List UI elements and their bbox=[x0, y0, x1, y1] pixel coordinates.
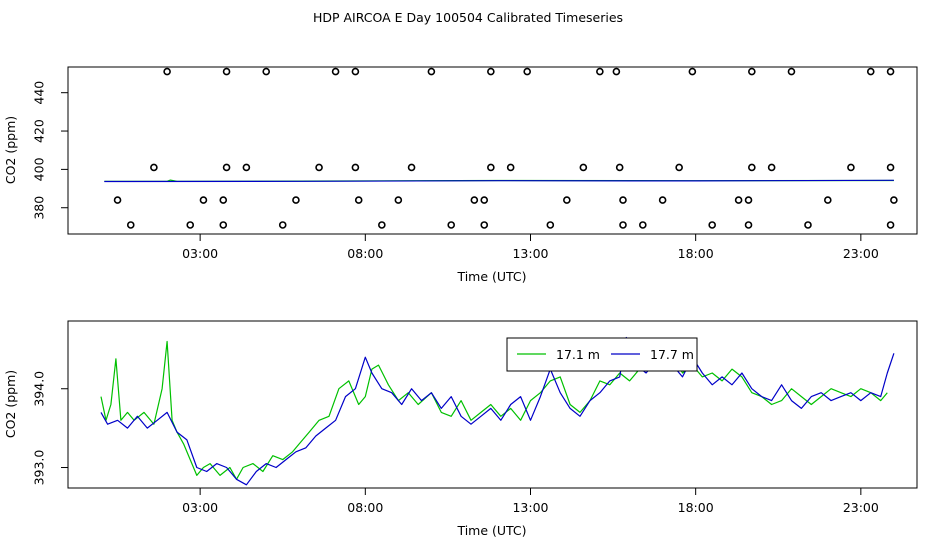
y-axis-bottom: 393.0 394.0 bbox=[32, 371, 68, 486]
series-lines-bottom bbox=[100, 336, 895, 486]
y-tick-label: 394.0 bbox=[32, 371, 47, 407]
x-tick-label: 08:00 bbox=[347, 500, 383, 515]
calibration-point bbox=[487, 163, 495, 172]
calibration-point bbox=[407, 163, 416, 172]
chart-title: HDP AIRCOA E Day 100504 Calibrated Times… bbox=[313, 10, 623, 25]
x-tick-label: 08:00 bbox=[347, 246, 383, 261]
calibration-point bbox=[315, 163, 323, 172]
x-tick-label: 23:00 bbox=[843, 500, 879, 515]
y-tick-label: 380 bbox=[32, 196, 47, 220]
calibration-point bbox=[734, 196, 743, 204]
calibration-point bbox=[748, 67, 756, 76]
calibration-point bbox=[186, 221, 195, 229]
x-tick-label: 13:00 bbox=[512, 500, 548, 515]
calibration-point bbox=[658, 196, 667, 204]
series-lines-top bbox=[104, 179, 894, 183]
calibration-point bbox=[150, 163, 158, 172]
legend-label-17-7m: 17.7 m bbox=[650, 347, 694, 362]
y-tick-label: 400 bbox=[32, 157, 47, 181]
series-line-green bbox=[100, 340, 888, 480]
calibration-point bbox=[351, 163, 360, 172]
calibration-point bbox=[847, 163, 855, 172]
x-tick-label: 03:00 bbox=[182, 500, 218, 515]
calibration-point bbox=[546, 221, 555, 229]
calibration-point bbox=[688, 67, 697, 76]
calibration-point bbox=[523, 67, 531, 76]
calibration-point bbox=[612, 67, 621, 76]
calibration-point bbox=[163, 67, 171, 76]
calibration-point bbox=[619, 196, 627, 204]
calibration-point bbox=[470, 196, 479, 204]
x-axis-bottom: 03:00 08:00 13:00 18:00 23:00 bbox=[182, 488, 879, 515]
calibration-point bbox=[506, 163, 515, 172]
calibration-point bbox=[427, 67, 436, 76]
calibration-point bbox=[886, 221, 895, 229]
calibration-point bbox=[278, 221, 287, 229]
calibration-point bbox=[199, 196, 208, 204]
calibration-point bbox=[866, 67, 875, 76]
calibration-point bbox=[222, 163, 231, 172]
x-axis-label-bottom: Time (UTC) bbox=[456, 523, 526, 538]
calibration-point bbox=[596, 67, 604, 76]
calibration-point bbox=[708, 221, 716, 229]
calibration-point bbox=[242, 163, 251, 172]
calibration-point bbox=[262, 67, 271, 76]
calibration-point bbox=[487, 67, 495, 76]
y-axis-label-bottom: CO2 (ppm) bbox=[3, 370, 18, 438]
calibration-point bbox=[292, 196, 300, 204]
calibration-point bbox=[447, 221, 456, 229]
x-axis-label-top: Time (UTC) bbox=[456, 269, 526, 284]
calibration-point bbox=[787, 67, 796, 76]
calibration-point bbox=[219, 196, 228, 204]
calibration-point bbox=[804, 221, 812, 229]
y-tick-label: 440 bbox=[32, 81, 47, 105]
calibration-point bbox=[219, 221, 228, 229]
calibration-point bbox=[886, 67, 895, 76]
calibration-point bbox=[331, 67, 340, 76]
calibration-point bbox=[748, 163, 756, 172]
y-tick-label: 393.0 bbox=[32, 450, 47, 486]
calibration-point bbox=[222, 67, 231, 76]
plot-frame-bottom bbox=[67, 320, 918, 489]
calibration-point bbox=[480, 221, 489, 229]
panel-calibration: 03:00 08:00 13:00 18:00 23:00 380 400 420 440 T… bbox=[3, 66, 918, 284]
calibration-point bbox=[113, 196, 122, 204]
y-axis-top: 380 400 420 440 bbox=[32, 81, 68, 220]
calibration-point bbox=[615, 163, 624, 172]
calibration-point bbox=[890, 196, 898, 204]
calibration-point bbox=[354, 196, 363, 204]
calibration-point bbox=[675, 163, 683, 172]
calibration-point bbox=[619, 221, 627, 229]
calibration-point bbox=[351, 67, 360, 76]
calibration-point bbox=[579, 163, 588, 172]
calibration-point bbox=[744, 196, 753, 204]
panel-timeseries: 03:00 08:00 13:00 18:00 23:00 393.0 394.0 Tim… bbox=[3, 320, 918, 538]
plot-frame-top bbox=[67, 66, 918, 235]
calibration-point bbox=[563, 196, 571, 204]
calibration-point bbox=[394, 196, 403, 204]
y-axis-label-top: CO2 (ppm) bbox=[3, 116, 18, 184]
calibration-points bbox=[113, 67, 898, 229]
calibration-point bbox=[639, 221, 647, 229]
x-tick-label: 03:00 bbox=[182, 246, 218, 261]
x-tick-label: 18:00 bbox=[678, 246, 714, 261]
x-tick-label: 18:00 bbox=[678, 500, 714, 515]
legend-label-17-1m: 17.1 m bbox=[556, 347, 600, 362]
x-tick-label: 13:00 bbox=[512, 246, 548, 261]
calibration-point bbox=[744, 221, 753, 229]
calibration-point bbox=[824, 196, 832, 204]
series-line-blue bbox=[100, 336, 895, 486]
legend: 17.1 m 17.7 m bbox=[506, 337, 698, 372]
x-axis-top: 03:00 08:00 13:00 18:00 23:00 bbox=[182, 234, 879, 261]
x-tick-label: 23:00 bbox=[843, 246, 879, 261]
calibration-point bbox=[378, 221, 386, 229]
calibration-point bbox=[480, 196, 489, 204]
series-line-blue bbox=[104, 179, 894, 183]
calibration-point bbox=[767, 163, 776, 172]
calibration-point bbox=[126, 221, 135, 229]
y-tick-label: 420 bbox=[32, 119, 47, 143]
calibration-point bbox=[886, 163, 895, 172]
